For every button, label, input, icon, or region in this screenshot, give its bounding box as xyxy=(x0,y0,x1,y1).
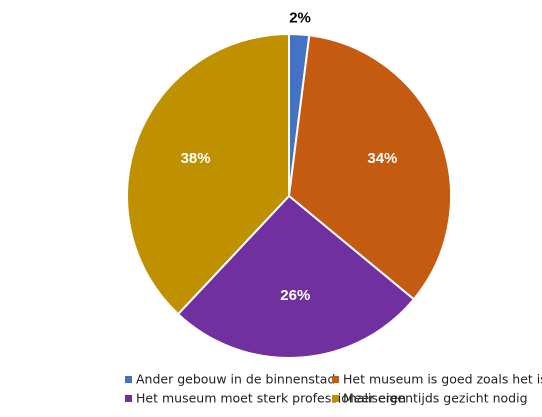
slice-labels: 2% 34% 26% 38% xyxy=(181,9,398,304)
legend-item-het-museum-is-goed-zoals-het-is: Het museum is goed zoals het is xyxy=(332,372,542,387)
pie-slice-het-museum-moet-sterk-professionaliseren xyxy=(177,195,415,359)
slice-data-label: 26% xyxy=(280,287,310,304)
legend-swatch xyxy=(125,395,132,402)
chart-legend: Ander gebouw in de binnenstad Het museum … xyxy=(125,372,542,406)
legend-swatch xyxy=(332,395,339,402)
pie-slices xyxy=(126,33,452,359)
pie-slice-het-museum-is-goed-zoals-het-is xyxy=(288,34,452,301)
legend-swatch xyxy=(125,376,132,383)
legend-item-meer-eigentijds-gezicht-nodig: Meer eigentijds gezicht nodig xyxy=(332,391,528,406)
legend-label: Het museum is goed zoals het is xyxy=(343,372,542,387)
slice-data-label: 34% xyxy=(367,150,397,167)
legend-label: Ander gebouw in de binnenstad xyxy=(136,372,335,387)
legend-item-ander-gebouw-in-de-binnenstad: Ander gebouw in de binnenstad xyxy=(125,372,335,387)
slice-data-label: 2% xyxy=(289,9,311,26)
pie-slice-meer-eigentijds-gezicht-nodig xyxy=(126,33,290,316)
slice-data-label: 38% xyxy=(181,150,211,167)
legend-label: Meer eigentijds gezicht nodig xyxy=(343,391,528,406)
legend-swatch xyxy=(332,376,339,383)
